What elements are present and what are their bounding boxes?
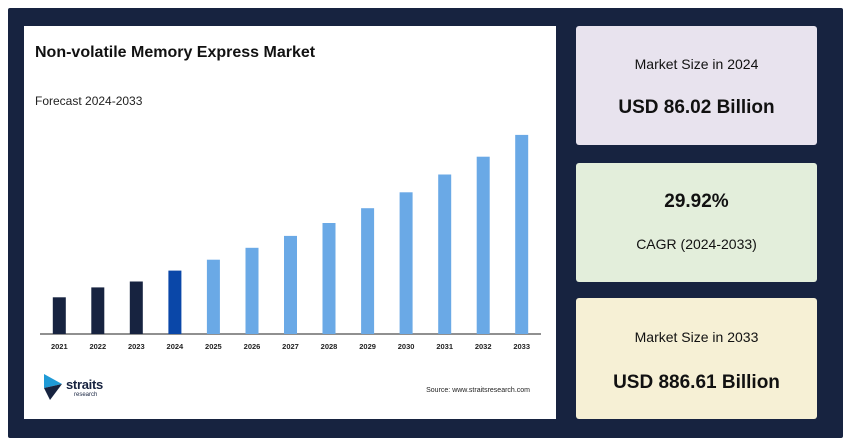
brand-name: straits: [66, 377, 103, 392]
source-note: Source: www.straitsresearch.com: [426, 387, 530, 394]
x-tick-label-2026: 2026: [244, 342, 261, 351]
market-size-2024-card: Market Size in 2024 USD 86.02 Billion: [576, 26, 817, 145]
bar-2021: [52, 297, 66, 334]
infographic-frame: Non-volatile Memory Express Market Forec…: [8, 8, 843, 438]
brand-tagline: research: [74, 392, 98, 398]
x-tick-label-2022: 2022: [89, 342, 106, 351]
bar-2030: [399, 192, 413, 334]
bar-2027: [284, 235, 297, 334]
x-tick-label-2029: 2029: [359, 342, 376, 351]
x-tick-label-2032: 2032: [475, 342, 492, 351]
chart-title: Non-volatile Memory Express Market: [35, 44, 316, 61]
bar-2025: [206, 259, 220, 334]
bar-2026: [245, 247, 259, 334]
card-value: 29.92%: [664, 191, 729, 212]
market-size-2033-card: Market Size in 2033 USD 886.61 Billion: [576, 298, 817, 419]
x-tick-label-2024: 2024: [167, 342, 185, 351]
card-value: USD 86.02 Billion: [618, 97, 775, 118]
x-tick-label-2028: 2028: [321, 342, 338, 351]
bar-2029: [361, 208, 375, 334]
straits-logo-icon: [44, 374, 62, 400]
bar-2032: [476, 156, 490, 334]
card-label: Market Size in 2033: [634, 329, 759, 345]
bar-chart: 2021 2022 2023 2024 2025 2026 2027 2028 2029 2030…: [40, 134, 541, 351]
card-label: Market Size in 2024: [634, 56, 759, 72]
bar-2022: [91, 287, 105, 334]
chart-panel: Non-volatile Memory Express Market Forec…: [24, 26, 556, 419]
x-tick-label-2021: 2021: [51, 342, 68, 351]
card-value: USD 886.61 Billion: [613, 372, 780, 393]
x-tick-label-2031: 2031: [436, 342, 453, 351]
bar-2024: [168, 270, 182, 334]
x-tick-label-2033: 2033: [513, 342, 530, 351]
bar-2028: [322, 223, 336, 334]
x-tick-label-2030: 2030: [398, 342, 415, 351]
chart-subtitle: Forecast 2024-2033: [35, 94, 143, 108]
x-tick-label-2023: 2023: [128, 342, 145, 351]
straits-logo: straits research: [44, 374, 134, 404]
card-label: CAGR (2024-2033): [636, 236, 757, 252]
bar-2033: [515, 134, 529, 334]
x-tick-label-2027: 2027: [282, 342, 299, 351]
x-tick-label-2025: 2025: [205, 342, 222, 351]
bar-2031: [438, 174, 452, 334]
cagr-card: 29.92% CAGR (2024-2033): [576, 163, 817, 282]
bar-2023: [129, 281, 143, 334]
